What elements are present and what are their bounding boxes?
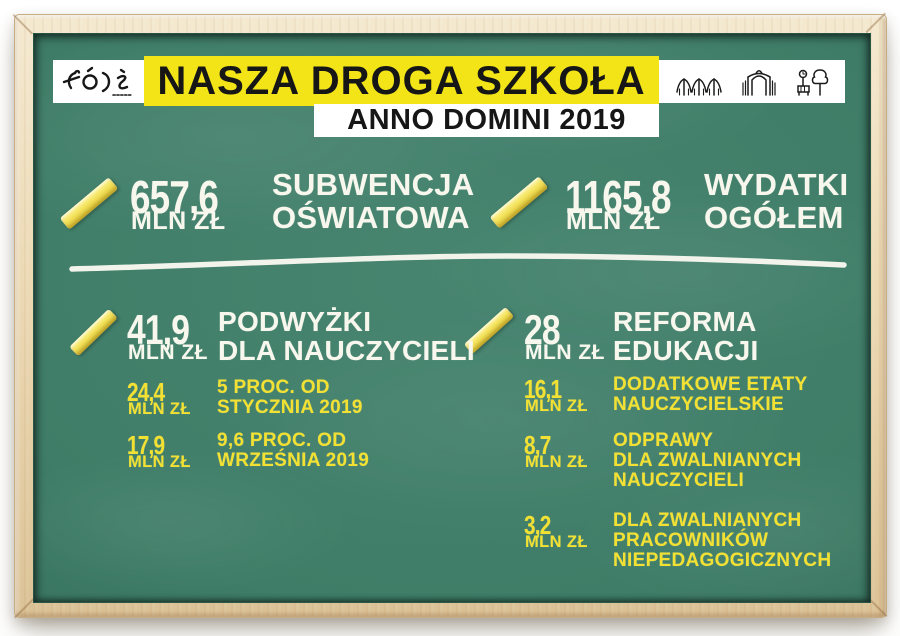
subwencja-value: 657,6 bbox=[130, 171, 219, 223]
reforma-unit: MLN ZŁ bbox=[525, 341, 605, 364]
reforma-value: 28 bbox=[524, 306, 561, 353]
podwyzki-item-value: 24,4 bbox=[127, 377, 165, 407]
wydatki-value: 1165,8 bbox=[565, 171, 672, 223]
reforma-item-label: DLA ZWALNIANYCH PRACOWNIKÓW NIEPEDAGOGIC… bbox=[613, 510, 832, 572]
reforma-item-label: ODPRAWY DLA ZWALNIANYCH NAUCZYCIELI bbox=[613, 430, 802, 492]
reforma-item-unit: MLN ZŁ bbox=[525, 533, 588, 551]
subwencja-label: SUBWENCJA OŚWIATOWA bbox=[272, 167, 475, 235]
reforma-item-unit: MLN ZŁ bbox=[525, 397, 588, 415]
title-text: NASZA DROGA SZKOŁA bbox=[157, 58, 646, 103]
gate-icon bbox=[742, 69, 776, 96]
podwyzki-unit: MLN ZŁ bbox=[128, 341, 208, 364]
park-icon bbox=[797, 68, 829, 96]
wydatki-label: WYDATKI OGÓŁEM bbox=[704, 167, 849, 235]
podwyzki-item-label: 5 PROC. OD STYCZNIA 2019 bbox=[217, 377, 363, 419]
podwyzki-label: PODWYŻKI DLA NAUCZYCIELI bbox=[218, 306, 476, 367]
reforma-item-unit: MLN ZŁ bbox=[525, 453, 588, 471]
landmark-icons-box bbox=[659, 60, 845, 103]
reforma-item-value: 16,1 bbox=[524, 374, 562, 404]
reforma-item-value: 3,2 bbox=[524, 510, 551, 540]
podwyzki-item-value: 17,9 bbox=[127, 430, 165, 460]
viaduct-icon bbox=[676, 77, 722, 96]
lodz-logo-box bbox=[53, 60, 144, 103]
subtitle-banner: ANNO DOMINI 2019 bbox=[314, 104, 659, 137]
title-banner: NASZA DROGA SZKOŁA bbox=[144, 56, 659, 106]
subtitle-text: ANNO DOMINI 2019 bbox=[347, 104, 626, 136]
podwyzki-value: 41,9 bbox=[127, 306, 190, 353]
podwyzki-item-unit: MLN ZŁ bbox=[128, 400, 191, 418]
wydatki-unit: MLN ZŁ bbox=[566, 207, 661, 235]
lodz-logo bbox=[62, 66, 132, 96]
reforma-label: REFORMA EDUKACJI bbox=[613, 306, 759, 367]
podwyzki-item-unit: MLN ZŁ bbox=[128, 453, 191, 471]
reforma-item-label: DODATKOWE ETATY NAUCZYCIELSKIE bbox=[613, 374, 808, 416]
chalk-divider-line bbox=[69, 253, 847, 272]
subwencja-unit: MLN ZŁ bbox=[131, 207, 226, 235]
reforma-item-value: 8,7 bbox=[524, 430, 551, 460]
podwyzki-item-label: 9,6 PROC. OD WRZEŚNIA 2019 bbox=[217, 430, 370, 472]
